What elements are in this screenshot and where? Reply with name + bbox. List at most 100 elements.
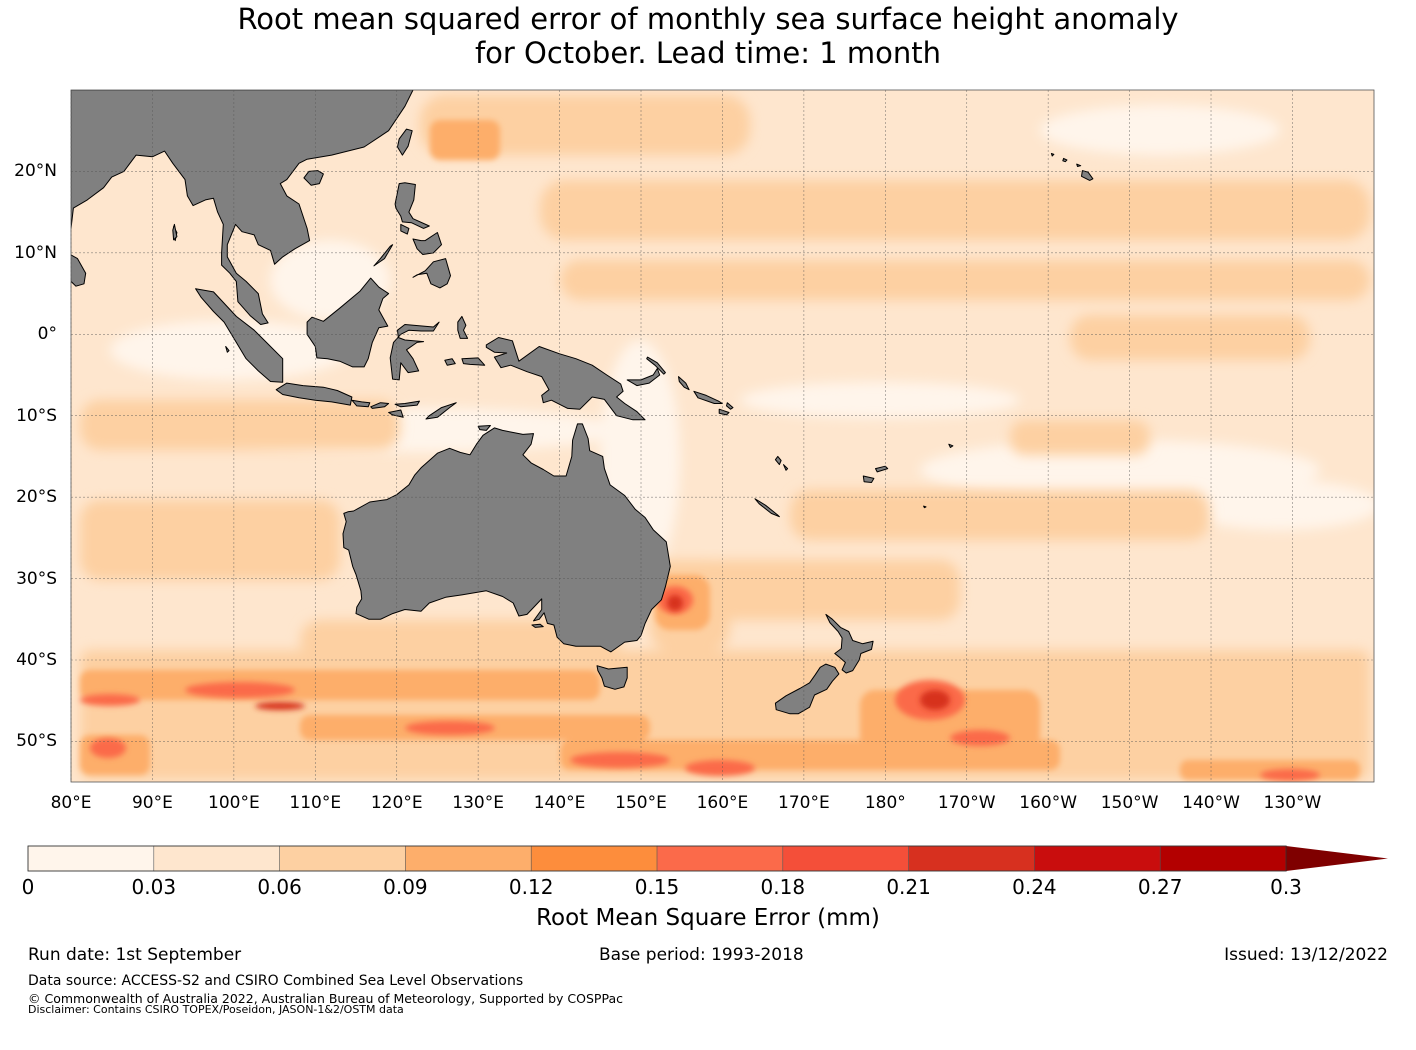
longitude-label: 180°: [864, 793, 906, 813]
land-samoa: [948, 443, 954, 448]
gridlines: [70, 90, 1374, 782]
land-seram: [461, 357, 486, 366]
disclaimer: Disclaimer: Contains CSIRO TOPEX/Poseido…: [28, 1003, 404, 1016]
land-nz-south: [774, 663, 840, 715]
land-taiwan: [397, 128, 413, 156]
longitude-label: 110°E: [289, 793, 342, 813]
colorbar-segment: [530, 845, 658, 872]
colorbar-tick-label: 0.27: [1137, 875, 1183, 899]
land-vanua-levu: [875, 465, 889, 473]
colorbar-segment: [279, 845, 407, 872]
longitude-label: 140°W: [1182, 793, 1240, 813]
longitude-label: 120°E: [370, 793, 423, 813]
colorbar-segment: [1034, 845, 1162, 872]
latitude-label: 10°N: [14, 242, 57, 263]
land-sri-lanka: [71, 254, 87, 287]
colorbar-extend-arrow: [1286, 846, 1388, 871]
land-fiji: [862, 475, 875, 483]
land-halmahera: [457, 315, 469, 339]
latitude-label: 20°S: [16, 487, 57, 508]
land-maui: [1076, 163, 1082, 167]
land-new-ireland: [646, 356, 666, 375]
colorbar-segment: [1159, 845, 1287, 872]
land-new-britain: [626, 368, 661, 387]
latitude-label: 40°S: [16, 650, 57, 670]
longitude-label: 140°E: [533, 793, 586, 813]
land-new-hebrides-n: [783, 464, 789, 471]
land-bougainville: [678, 376, 690, 391]
longitude-label: 90°E: [131, 793, 173, 813]
error-field: [71, 90, 1374, 782]
land-asia: [71, 90, 414, 325]
land-tasmania: [596, 665, 628, 690]
latitude-label: 0°: [37, 324, 57, 345]
latitude-label: 20°N: [14, 161, 57, 182]
land-hawaii: [1081, 170, 1094, 181]
colorbar-tick-label: 0.3: [1270, 875, 1302, 899]
title-line-1: Root mean squared error of monthly sea s…: [237, 2, 1179, 36]
land-mindanao: [412, 258, 451, 289]
longitude-label: 170°E: [778, 793, 830, 813]
land: [71, 90, 1094, 715]
colorbar-tick-label: 0.18: [760, 875, 806, 899]
longitude-label: 170°W: [937, 793, 996, 813]
land-sumbawa: [370, 402, 390, 409]
base-period: Base period: 1993-2018: [599, 945, 804, 965]
land-luzon: [394, 182, 430, 229]
longitude-label: 80°E: [50, 793, 92, 813]
land-guadalcanal: [718, 408, 730, 416]
land-kangaroo: [531, 623, 544, 628]
land-andaman: [172, 223, 178, 241]
colorbar-segment: [656, 845, 784, 872]
land-mentawai: [225, 346, 230, 353]
colorbar-tick-label: 0.03: [131, 875, 177, 899]
longitude-label: 100°E: [208, 793, 260, 813]
land-java: [275, 382, 353, 406]
land-malaita: [726, 402, 734, 410]
colorbar-tick-label: 0.15: [634, 875, 680, 899]
colorbar-segment: [782, 845, 910, 872]
land-timor: [425, 402, 457, 420]
colorbar-segment: [153, 845, 281, 872]
longitude-label: 130°E: [452, 793, 504, 813]
latitude-label: 10°S: [16, 405, 57, 426]
run-date: Run date: 1st September: [28, 945, 242, 965]
land-new-guinea: [485, 337, 646, 421]
colorbar: [27, 845, 1388, 872]
land-borneo: [306, 277, 390, 368]
colorbar-segment: [908, 845, 1036, 872]
land-tonga: [923, 505, 927, 509]
colorbar-tick-label: 0.21: [886, 875, 931, 899]
colorbar-tick-label: 0.24: [1012, 875, 1057, 899]
copyright: © Commonwealth of Australia 2022, Austra…: [28, 991, 623, 1006]
colorbar-tick-label: 0.06: [257, 875, 302, 899]
longitude-label: 160°E: [696, 793, 749, 813]
colorbar-segment: [27, 845, 155, 872]
land-visayas: [412, 232, 442, 255]
longitude-label: 150°E: [615, 793, 667, 813]
land-buru: [444, 358, 456, 366]
longitude-label: 150°W: [1100, 793, 1159, 813]
land-mindoro: [400, 223, 410, 235]
land-sulawesi: [389, 321, 440, 381]
land-nz-north: [825, 613, 874, 674]
land-vanuatu: [774, 455, 782, 466]
latitude-label: 30°S: [16, 568, 57, 589]
data-source: Data source: ACCESS-S2 and CSIRO Combine…: [28, 973, 524, 989]
colorbar-label: Root Mean Square Error (mm): [536, 905, 880, 931]
land-sumatra: [195, 288, 284, 383]
land-new-caledonia: [754, 498, 780, 518]
land-palawan: [373, 244, 394, 267]
land-australia: [342, 423, 671, 653]
land-melville: [477, 425, 491, 431]
colorbar-segment: [405, 845, 532, 872]
land-oahu: [1062, 157, 1068, 163]
longitude-label: 160°W: [1019, 793, 1078, 813]
longitude-label: 130°W: [1263, 793, 1322, 813]
map-frame: [70, 89, 1375, 783]
map-title: Root mean squared error of monthly sea s…: [0, 2, 1416, 70]
colorbar-tick-label: 0.12: [508, 875, 554, 899]
land-bali-lombok: [351, 399, 371, 408]
colorbar-tick-label: 0.09: [383, 875, 428, 899]
colorbar-tick-label: 0: [21, 875, 35, 899]
